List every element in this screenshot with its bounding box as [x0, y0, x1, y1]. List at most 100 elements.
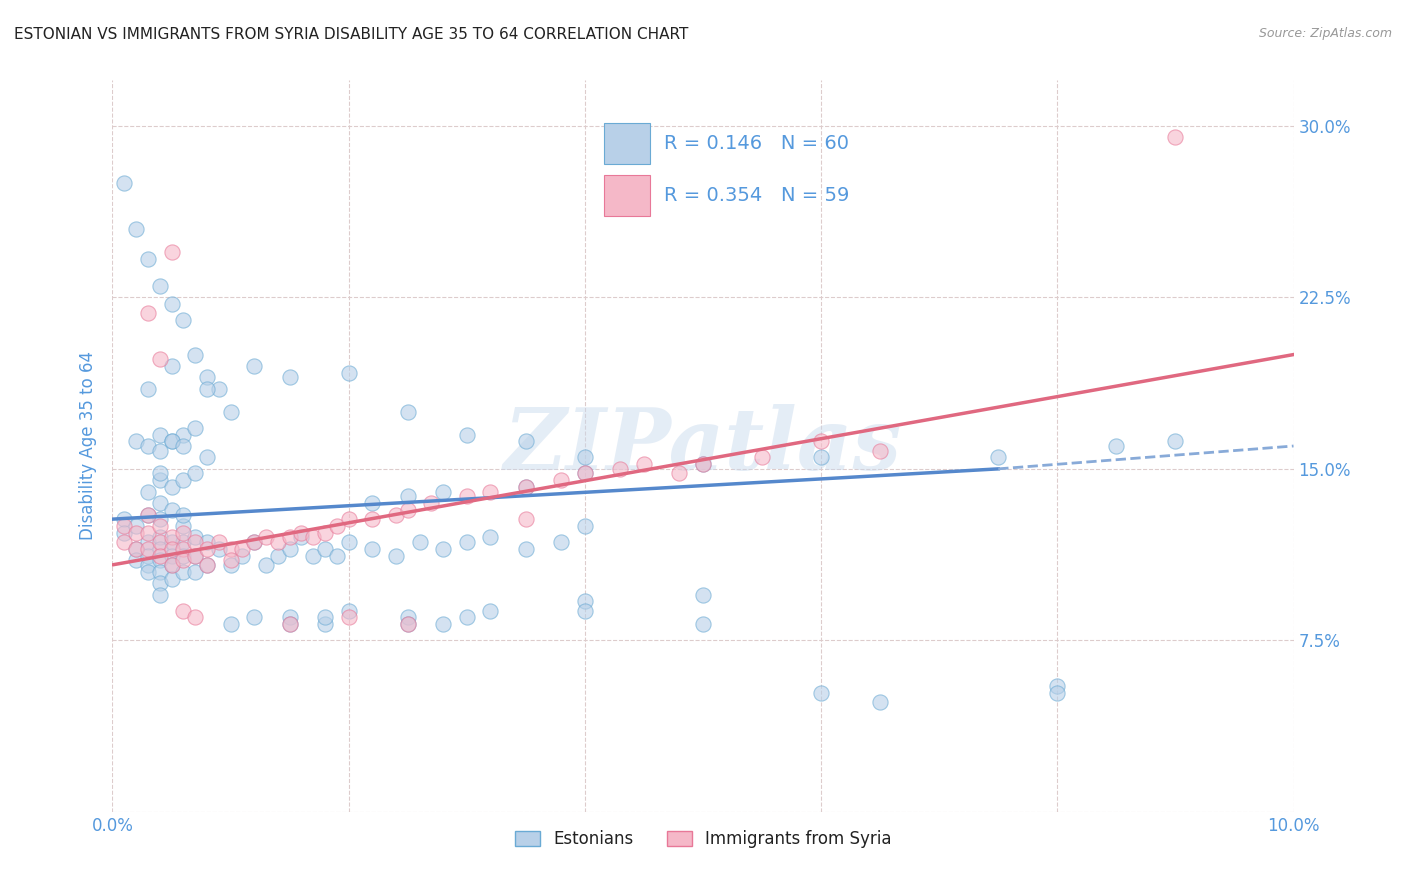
Point [195, 558, 218, 572]
Point [160, 549, 183, 563]
Point [136, 306, 159, 320]
Point [172, 427, 194, 442]
Point [290, 530, 312, 544]
Point [574, 519, 596, 533]
Point [160, 558, 183, 572]
Point [112, 519, 135, 533]
Point [172, 535, 194, 549]
Point [479, 530, 502, 544]
Text: Source: ZipAtlas.com: Source: ZipAtlas.com [1258, 27, 1392, 40]
Point [396, 503, 419, 517]
Point [184, 549, 207, 563]
Point [125, 541, 148, 556]
Point [456, 535, 478, 549]
Point [125, 525, 148, 540]
Point [515, 512, 537, 526]
Point [420, 496, 443, 510]
Point [172, 604, 194, 618]
Point [149, 553, 172, 567]
Point [254, 558, 277, 572]
Point [195, 558, 218, 572]
Point [1046, 686, 1069, 700]
Point [149, 496, 172, 510]
Point [314, 610, 336, 624]
Point [208, 382, 231, 396]
Point [361, 541, 384, 556]
Point [195, 382, 218, 396]
Point [326, 549, 349, 563]
Point [396, 489, 419, 503]
Point [243, 610, 266, 624]
Text: ESTONIAN VS IMMIGRANTS FROM SYRIA DISABILITY AGE 35 TO 64 CORRELATION CHART: ESTONIAN VS IMMIGRANTS FROM SYRIA DISABI… [14, 27, 689, 42]
Point [195, 450, 218, 465]
Point [160, 503, 183, 517]
Point [692, 617, 714, 632]
Point [810, 434, 832, 449]
Point [278, 610, 301, 624]
FancyBboxPatch shape [605, 175, 650, 216]
Point [396, 617, 419, 632]
Point [160, 434, 183, 449]
Point [195, 541, 218, 556]
Point [125, 222, 148, 236]
Point [149, 443, 172, 458]
Point [456, 610, 478, 624]
Point [149, 530, 172, 544]
Point [112, 525, 135, 540]
Point [160, 530, 183, 544]
Point [125, 541, 148, 556]
Point [278, 617, 301, 632]
Text: R = 0.354   N = 59: R = 0.354 N = 59 [664, 186, 849, 205]
Point [231, 541, 253, 556]
Point [479, 484, 502, 499]
Point [136, 541, 159, 556]
Point [869, 443, 891, 458]
Point [337, 366, 360, 380]
Point [136, 508, 159, 522]
Point [172, 549, 194, 563]
Point [337, 512, 360, 526]
Point [1164, 130, 1187, 145]
Point [184, 421, 207, 435]
Point [160, 535, 183, 549]
Point [160, 434, 183, 449]
Point [172, 519, 194, 533]
Point [692, 458, 714, 472]
Point [136, 508, 159, 522]
Point [810, 450, 832, 465]
Point [432, 484, 454, 499]
Point [160, 558, 183, 572]
Point [278, 541, 301, 556]
Point [149, 279, 172, 293]
Point [515, 480, 537, 494]
FancyBboxPatch shape [605, 123, 650, 164]
Point [396, 610, 419, 624]
Point [243, 535, 266, 549]
Point [987, 450, 1010, 465]
Point [219, 541, 242, 556]
Point [195, 535, 218, 549]
Point [149, 519, 172, 533]
Point [692, 458, 714, 472]
Point [668, 467, 690, 481]
Point [172, 473, 194, 487]
Point [751, 450, 773, 465]
Point [160, 244, 183, 259]
Point [385, 508, 408, 522]
Point [337, 604, 360, 618]
Point [219, 405, 242, 419]
Point [149, 588, 172, 602]
Point [456, 427, 478, 442]
Point [136, 549, 159, 563]
Point [396, 617, 419, 632]
Point [550, 473, 572, 487]
Legend: Estonians, Immigrants from Syria: Estonians, Immigrants from Syria [508, 823, 898, 855]
Point [184, 549, 207, 563]
Point [149, 473, 172, 487]
Point [160, 297, 183, 311]
Point [574, 604, 596, 618]
Point [195, 370, 218, 384]
Point [125, 434, 148, 449]
Point [219, 553, 242, 567]
Point [692, 588, 714, 602]
